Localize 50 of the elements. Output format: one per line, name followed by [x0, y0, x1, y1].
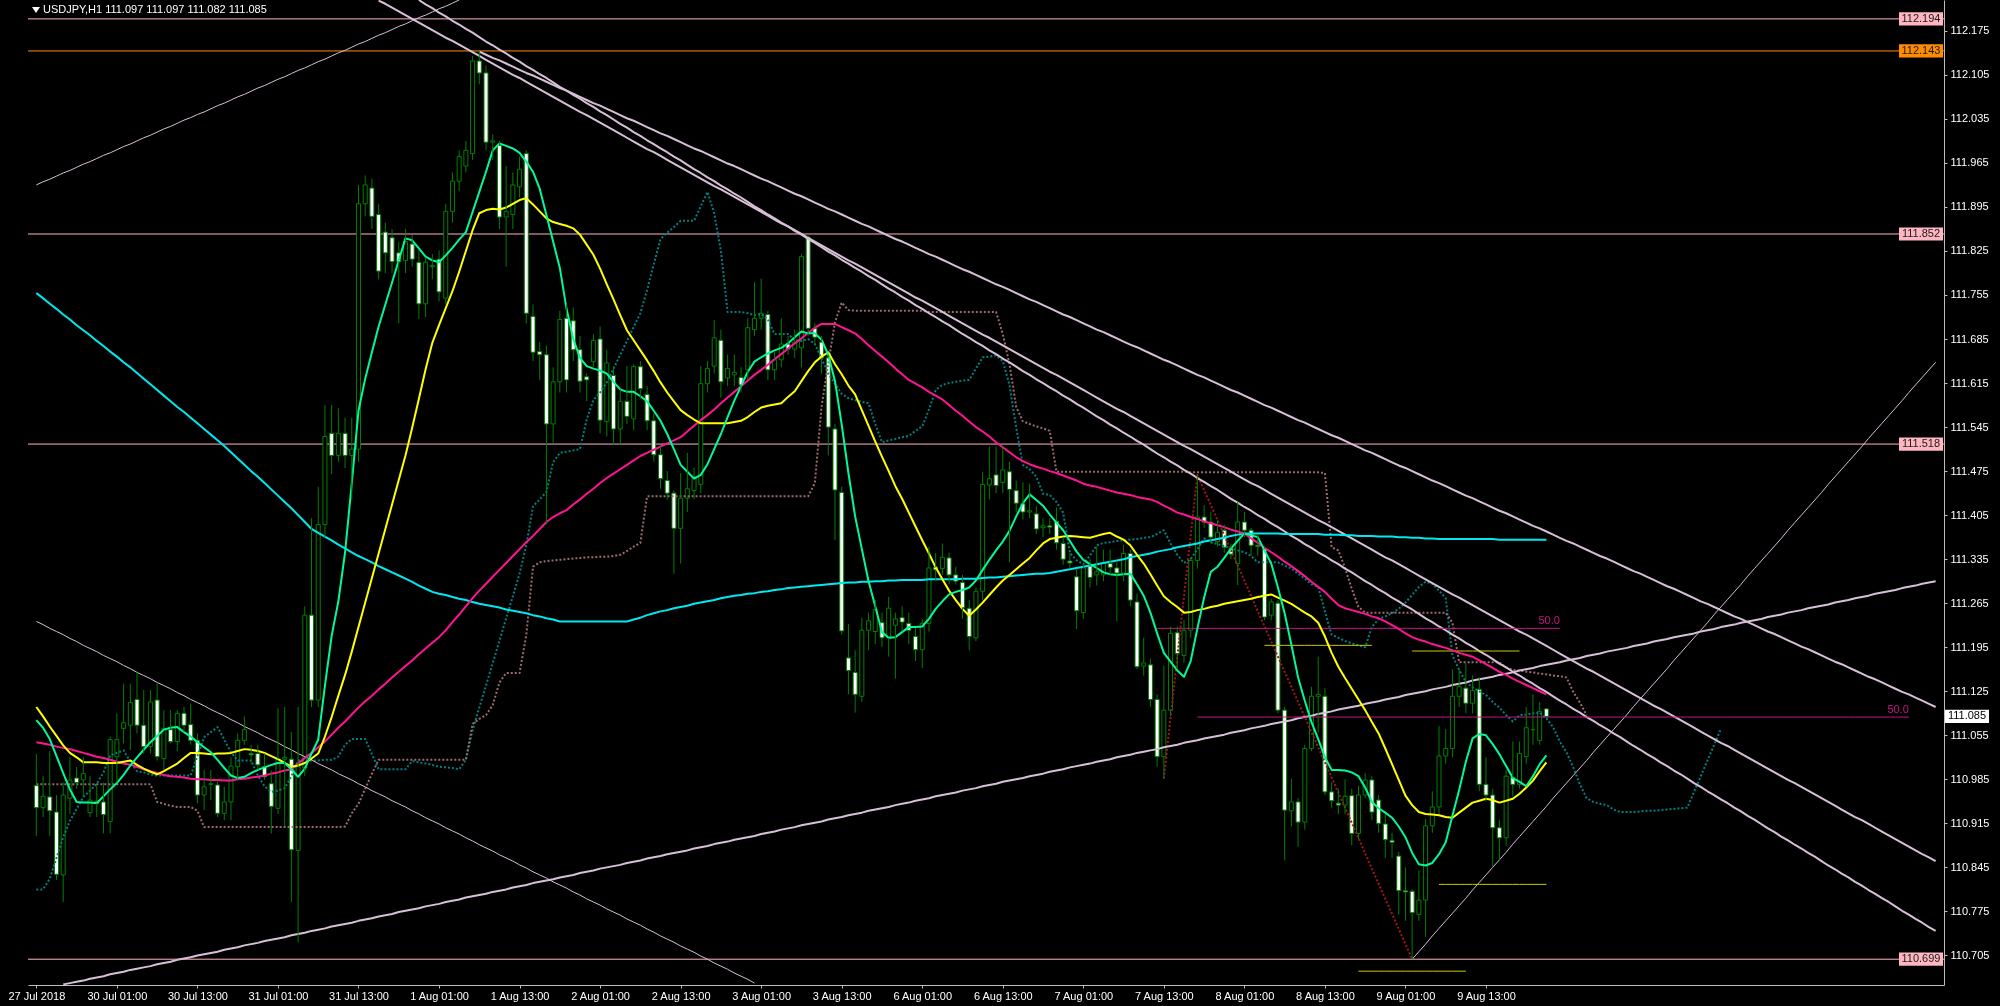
x-tick-label: 7 Aug 01:00 — [1054, 989, 1114, 1002]
y-tick-label: 110.775 — [1950, 904, 1990, 917]
y-tick-label: 111.615 — [1950, 376, 1989, 389]
y-tick-label: 111.475 — [1950, 464, 1989, 477]
x-tick-label: 1 Aug 01:00 — [410, 989, 469, 1002]
y-tick-label: 111.055 — [1950, 728, 1989, 741]
y-tick-label: 112.175 — [1950, 24, 1990, 37]
y-tick-label: 112.105 — [1950, 68, 1990, 81]
series-label: 50.0 — [1887, 703, 1909, 716]
x-tick-label: 6 Aug 13:00 — [973, 989, 1033, 1002]
y-tick-label: 110.845 — [1950, 860, 1990, 873]
x-tick-label: 30 Jul 13:00 — [167, 989, 228, 1002]
y-tick-label: 111.265 — [1950, 596, 1989, 609]
x-tick-label: 9 Aug 13:00 — [1457, 989, 1516, 1002]
ref-line-label: 112.194 — [1901, 11, 1941, 24]
x-tick-label: 30 Jul 01:00 — [87, 989, 148, 1002]
y-tick-label: 111.125 — [1950, 684, 1989, 697]
y-tick-label: 110.705 — [1950, 948, 1990, 961]
chart-title: USDJPY,H1 111.097 111.097 111.082 111.085 — [43, 3, 267, 15]
x-tick-label: 2 Aug 01:00 — [571, 989, 630, 1002]
ref-line-label: 112.143 — [1901, 43, 1941, 56]
y-tick-label: 111.545 — [1950, 420, 1989, 433]
ref-line-label: 111.852 — [1901, 226, 1941, 239]
y-tick-label: 111.965 — [1950, 156, 1989, 169]
y-tick-label: 111.755 — [1950, 288, 1989, 301]
x-tick-label: 1 Aug 13:00 — [490, 989, 550, 1002]
x-tick-label: 27 Jul 2018 — [8, 989, 66, 1002]
y-tick-label: 110.915 — [1950, 816, 1990, 829]
y-tick-label: 112.035 — [1950, 112, 1990, 125]
x-tick-label: 31 Jul 01:00 — [248, 989, 309, 1002]
y-tick-label: 111.335 — [1950, 552, 1989, 565]
y-tick-label: 111.195 — [1950, 640, 1989, 653]
x-tick-label: 8 Aug 01:00 — [1215, 989, 1275, 1002]
text: 111.085 — [1947, 709, 1987, 722]
x-tick-label: 3 Aug 13:00 — [812, 989, 872, 1002]
x-tick-label: 31 Jul 13:00 — [329, 989, 389, 1002]
y-tick-label: 111.825 — [1950, 244, 1989, 257]
ref-line-label: 111.518 — [1901, 437, 1941, 450]
x-tick-label: 9 Aug 01:00 — [1376, 989, 1436, 1002]
x-tick-label: 3 Aug 01:00 — [732, 989, 792, 1002]
y-tick-label: 111.685 — [1950, 332, 1989, 345]
ref-line-label: 110.699 — [1901, 952, 1941, 965]
x-tick-label: 6 Aug 01:00 — [893, 989, 953, 1002]
x-tick-label: 2 Aug 13:00 — [651, 989, 711, 1002]
x-tick-label: 7 Aug 13:00 — [1134, 989, 1194, 1002]
y-tick-label: 111.405 — [1950, 508, 1989, 521]
y-tick-label: 110.985 — [1950, 772, 1990, 785]
x-tick-label: 8 Aug 13:00 — [1296, 989, 1355, 1002]
y-tick-label: 111.895 — [1950, 200, 1989, 213]
series-label: 50.0 — [1538, 614, 1560, 627]
